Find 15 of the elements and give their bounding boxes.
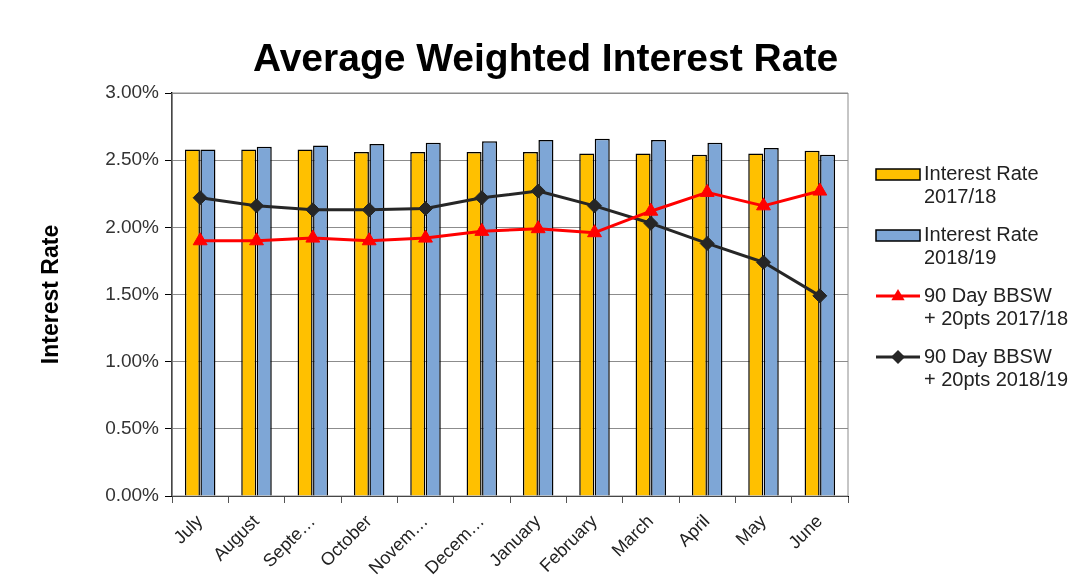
x-tick-label: July bbox=[169, 510, 207, 548]
y-tick-label: 0.50% bbox=[105, 417, 160, 439]
legend-label: 90 Day BBSW + 20pts 2017/18 bbox=[924, 283, 1069, 329]
y-tick-label: 2.50% bbox=[105, 148, 160, 170]
y-tick-label: 3.00% bbox=[105, 81, 160, 103]
y-tick-label: 0.00% bbox=[105, 484, 160, 506]
legend-label: 90 Day BBSW + 20pts 2018/19 bbox=[924, 344, 1069, 390]
y-axis-title: Interest Rate bbox=[37, 224, 64, 365]
x-tick-label: May bbox=[731, 510, 770, 550]
chart-title: Average Weighted Interest Rate bbox=[252, 36, 839, 79]
legend-label: Interest Rate 2018/19 bbox=[924, 222, 1039, 268]
y-tick-label: 1.50% bbox=[105, 282, 160, 304]
legend-label: Interest Rate 2017/18 bbox=[924, 161, 1039, 207]
y-tick-label: 2.00% bbox=[105, 215, 160, 237]
y-tick-label: 1.00% bbox=[105, 349, 160, 371]
